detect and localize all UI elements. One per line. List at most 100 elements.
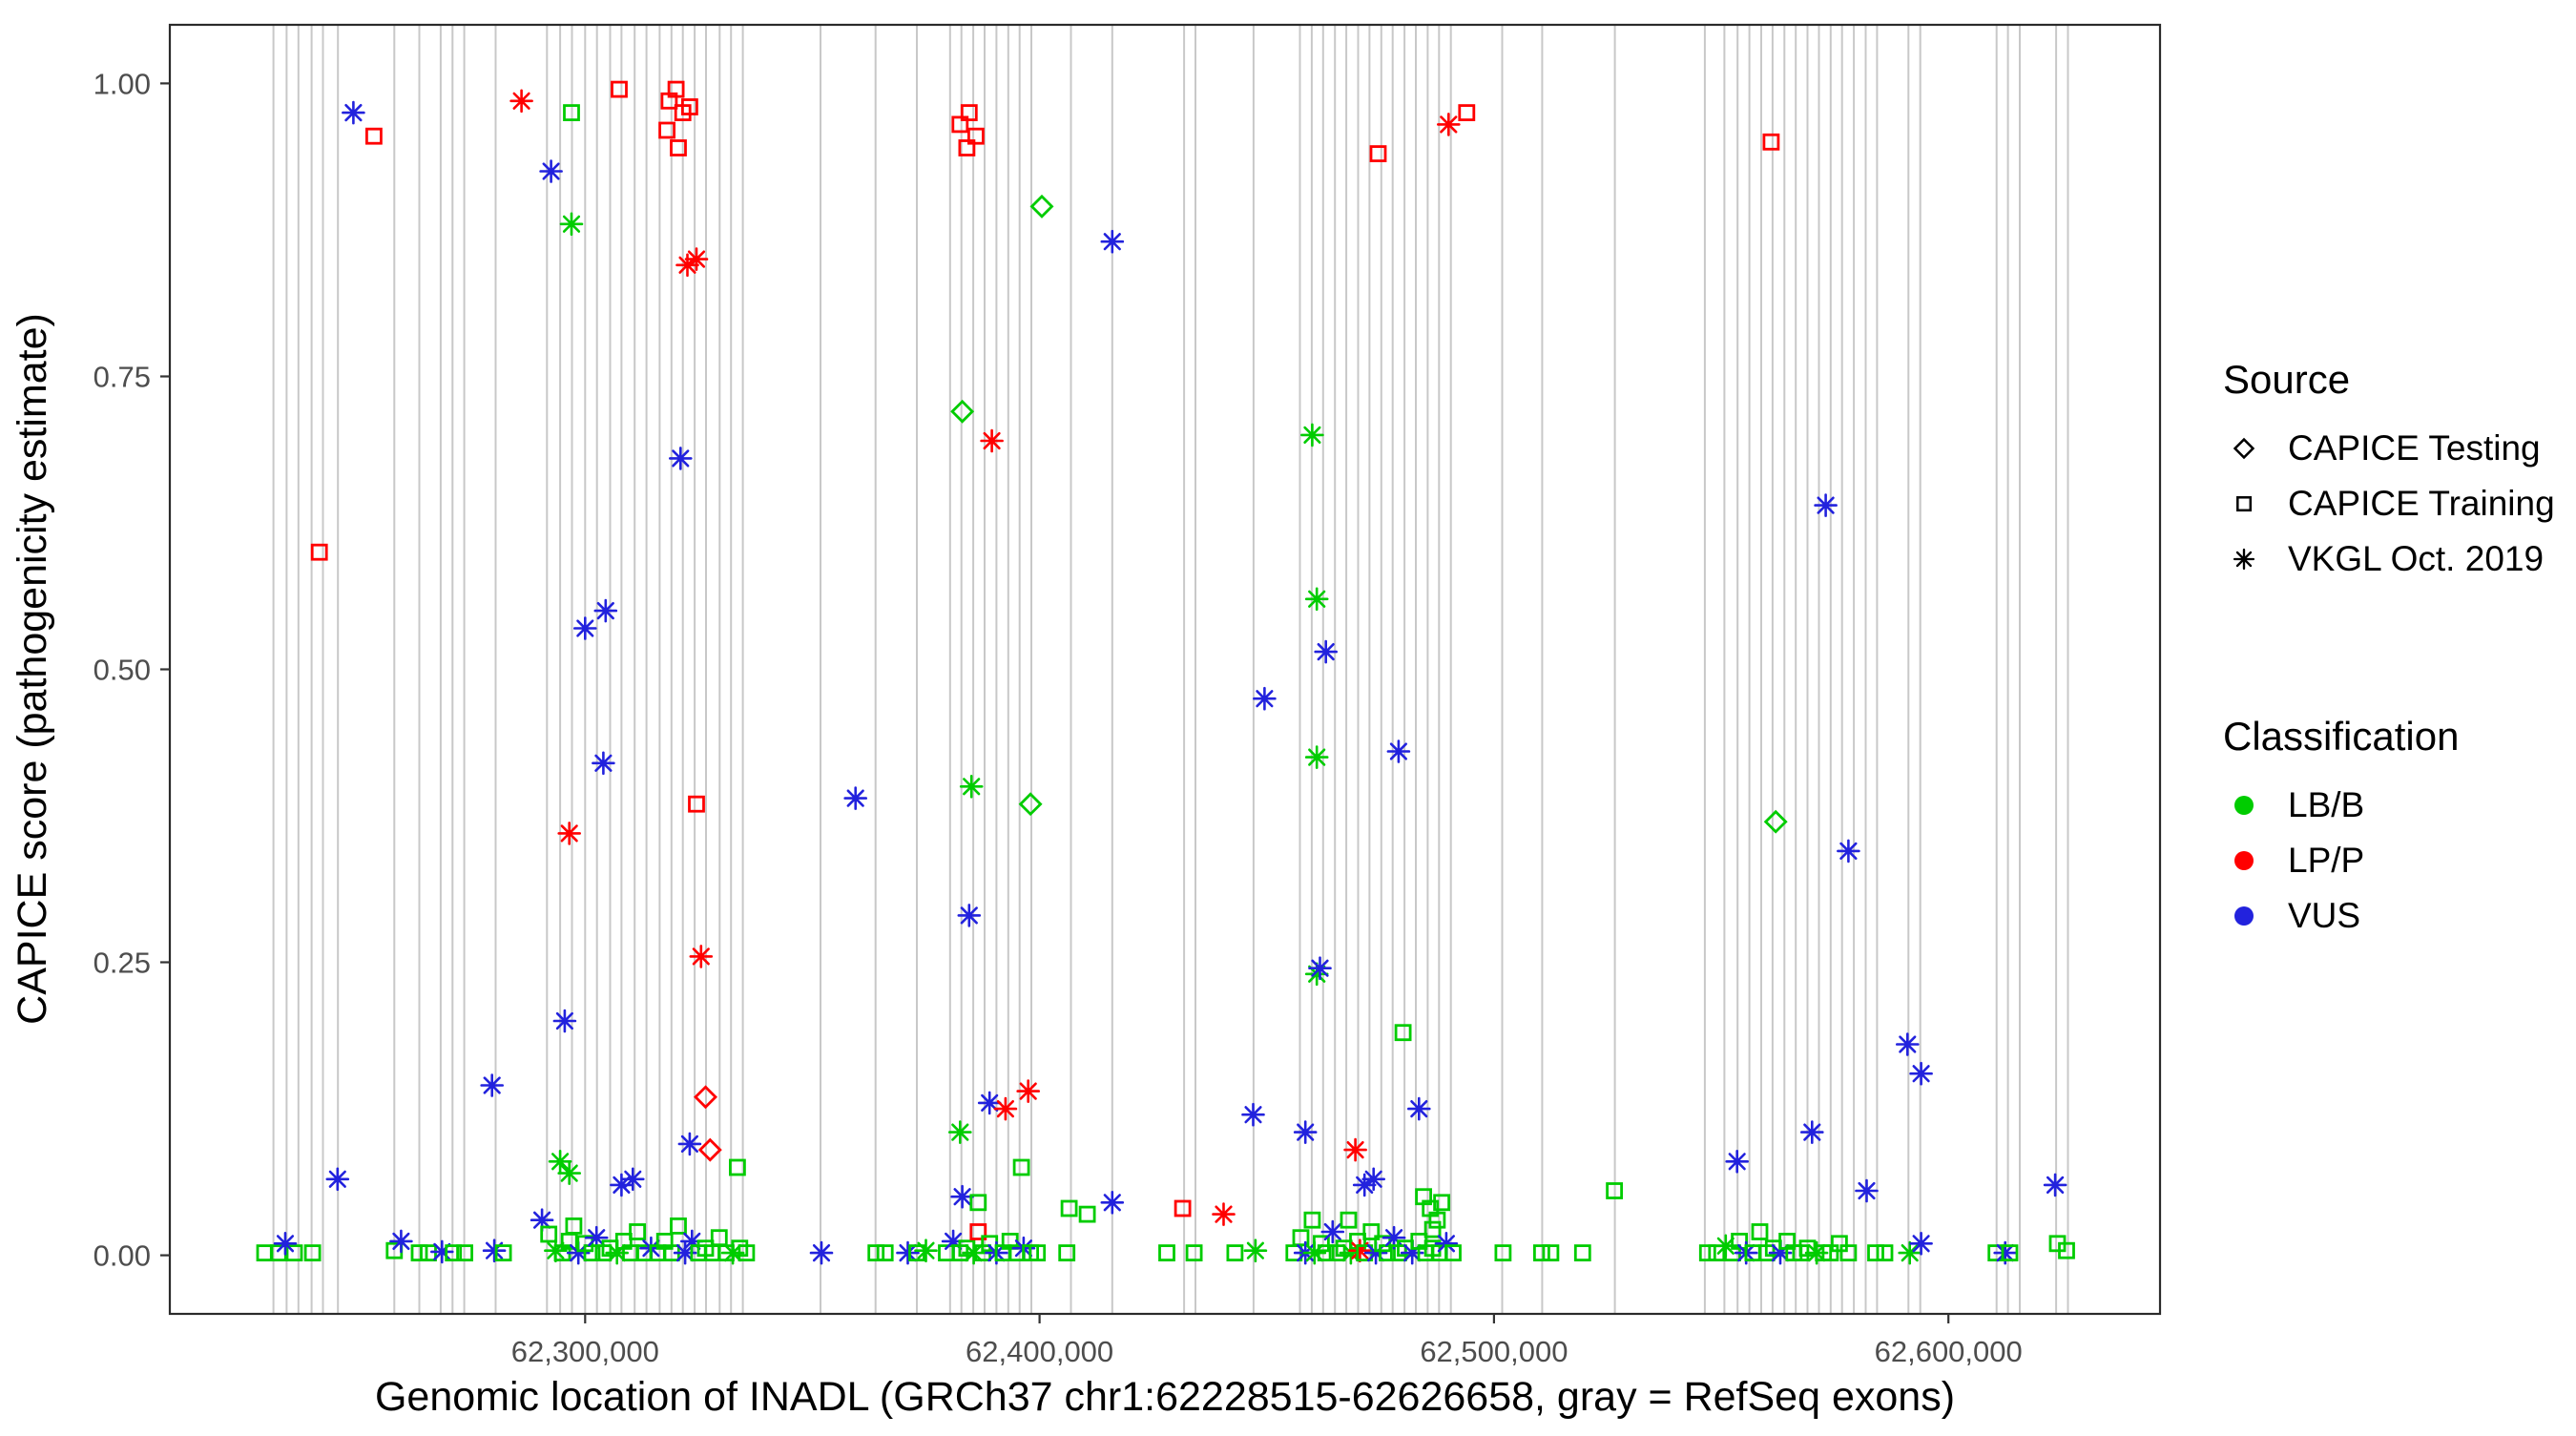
data-point-square (1831, 1235, 1848, 1253)
data-point-asterisk (1304, 745, 1329, 769)
data-point-asterisk (1768, 1240, 1793, 1265)
data-point-square (1542, 1244, 1560, 1261)
legend-classification-item-label: LP/P (2288, 841, 2364, 880)
data-point-square (1494, 1244, 1512, 1261)
x-tick-label: 62,400,000 (966, 1335, 1113, 1368)
data-point-asterisk (809, 1240, 834, 1265)
data-point-asterisk (680, 1229, 704, 1254)
data-point-square (951, 115, 969, 134)
data-point-asterisk (621, 1167, 645, 1192)
data-point-asterisk (1837, 839, 1860, 864)
exon-lines-layer (272, 26, 2069, 1313)
data-point-square (256, 1244, 274, 1261)
data-point-square (1876, 1244, 1894, 1261)
data-point-asterisk (592, 751, 615, 776)
points-layer (256, 80, 2075, 1265)
data-point-square (737, 1244, 756, 1261)
data-point-asterisk (1308, 956, 1332, 980)
data-point-square (867, 1244, 885, 1261)
data-point-asterisk (689, 945, 714, 968)
data-point-asterisk (962, 1240, 986, 1265)
data-point-square (1762, 133, 1780, 151)
data-point-square (1303, 1211, 1321, 1229)
data-point-square (611, 80, 628, 98)
data-point-square (285, 1244, 303, 1261)
data-point-square (681, 98, 698, 115)
data-point-square (1798, 1239, 1817, 1258)
panel-border (168, 23, 2162, 1316)
legend-classification-dot-icon (2234, 851, 2254, 870)
data-point-square (1433, 1194, 1450, 1212)
data-point-square (1751, 1223, 1769, 1240)
data-point-asterisk (342, 100, 365, 125)
data-point-square (967, 127, 985, 145)
legend-classification-item-label: VUS (2288, 896, 2360, 935)
data-point-asterisk (941, 1229, 966, 1254)
data-point-asterisk (1437, 113, 1461, 136)
data-point-square (960, 104, 978, 121)
data-point-asterisk (1725, 1150, 1749, 1174)
data-point-diamond (694, 1085, 717, 1110)
data-point-asterisk (2043, 1173, 2067, 1197)
data-point-diamond (1763, 809, 1788, 834)
data-point-asterisk (584, 1225, 609, 1250)
legend-classification-dot-icon (2234, 906, 2254, 926)
data-point-square (1369, 145, 1387, 163)
data-point-diamond (950, 399, 975, 424)
data-point-square (1606, 1182, 1623, 1199)
data-point-square (876, 1244, 894, 1261)
data-point-asterisk (1909, 1061, 1933, 1086)
data-point-asterisk (1400, 1240, 1424, 1265)
data-point-asterisk (1352, 1173, 1377, 1197)
data-point-asterisk (1253, 686, 1277, 711)
data-point-square (1340, 1211, 1358, 1229)
data-point-square (1394, 1024, 1412, 1042)
data-point-square (958, 139, 976, 156)
data-point-asterisk (675, 253, 699, 278)
data-point-diamond (697, 1137, 722, 1162)
data-point-square (667, 80, 685, 98)
data-point-asterisk (1302, 1240, 1327, 1265)
data-point-asterisk (1100, 229, 1125, 254)
data-point-square (629, 1223, 646, 1240)
data-point-square (1226, 1244, 1244, 1261)
y-axis-title: CAPICE score (pathogenicity estimate) (10, 313, 55, 1025)
data-point-square (1867, 1244, 1884, 1261)
data-point-square (1821, 1244, 1839, 1261)
data-point-asterisk (1361, 1167, 1385, 1192)
data-point-asterisk (684, 247, 709, 271)
data-point-asterisk (1348, 1238, 1372, 1262)
data-point-asterisk (1896, 1032, 1920, 1056)
data-point-asterisk (557, 822, 581, 845)
data-point-asterisk (566, 1240, 591, 1265)
data-point-asterisk (1314, 639, 1338, 664)
data-point-square (729, 1158, 746, 1176)
legend-source-items: CAPICE Testing CAPICE Training VKGL Oct. 2… (2233, 428, 2555, 578)
data-point-asterisk (950, 1184, 974, 1209)
data-point-asterisk (673, 1240, 697, 1265)
data-point-square (1839, 1244, 1858, 1261)
data-point-square (969, 1223, 987, 1240)
data-point-asterisk (977, 1091, 1002, 1115)
data-point-asterisk (1304, 587, 1329, 612)
legend-asterisk-icon (2233, 548, 2255, 571)
data-point-square (1444, 1244, 1462, 1261)
data-point-asterisk (573, 616, 597, 640)
data-point-asterisk (273, 1232, 298, 1256)
data-point-square (364, 127, 383, 145)
data-point-square (1058, 1244, 1076, 1261)
data-point-diamond (1029, 194, 1054, 219)
data-point-asterisk (980, 428, 1004, 453)
data-point-square (310, 543, 328, 561)
data-point-square (1292, 1229, 1310, 1247)
data-point-asterisk (1343, 1137, 1367, 1162)
data-point-square (563, 104, 580, 121)
data-point-square (1317, 1244, 1335, 1261)
data-point-square (1158, 1244, 1175, 1261)
legend-source-title: Source (2223, 357, 2350, 402)
data-point-square (1362, 1223, 1381, 1240)
data-point-asterisk (957, 904, 982, 927)
data-point-square (1078, 1205, 1096, 1223)
data-point-square (670, 139, 687, 156)
